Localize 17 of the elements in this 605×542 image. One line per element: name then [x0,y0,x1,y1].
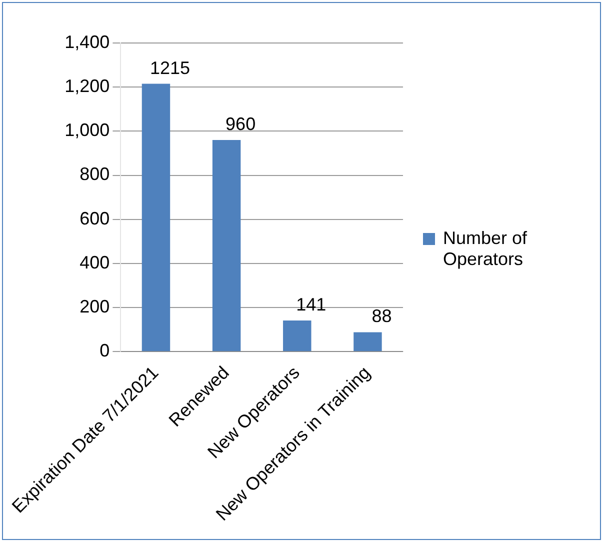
data-label: 960 [226,114,256,134]
data-label: 88 [372,306,392,326]
y-tick-label: 1,000 [64,120,110,140]
legend-label: Number of Operators [443,228,528,270]
bar [283,320,312,352]
bar [354,332,382,352]
y-tick-label: 800 [80,164,110,184]
y-tick-label: 600 [80,208,110,228]
y-tick-label: 400 [80,252,110,272]
y-tick-label: 1,400 [64,32,110,52]
data-label: 141 [296,294,326,315]
bar [212,140,241,352]
y-tick-label: 200 [80,296,110,317]
bar [142,84,170,352]
y-tick-label: 1,200 [64,76,110,96]
data-label: 1215 [150,58,190,78]
y-tick-label: 0 [100,340,110,361]
